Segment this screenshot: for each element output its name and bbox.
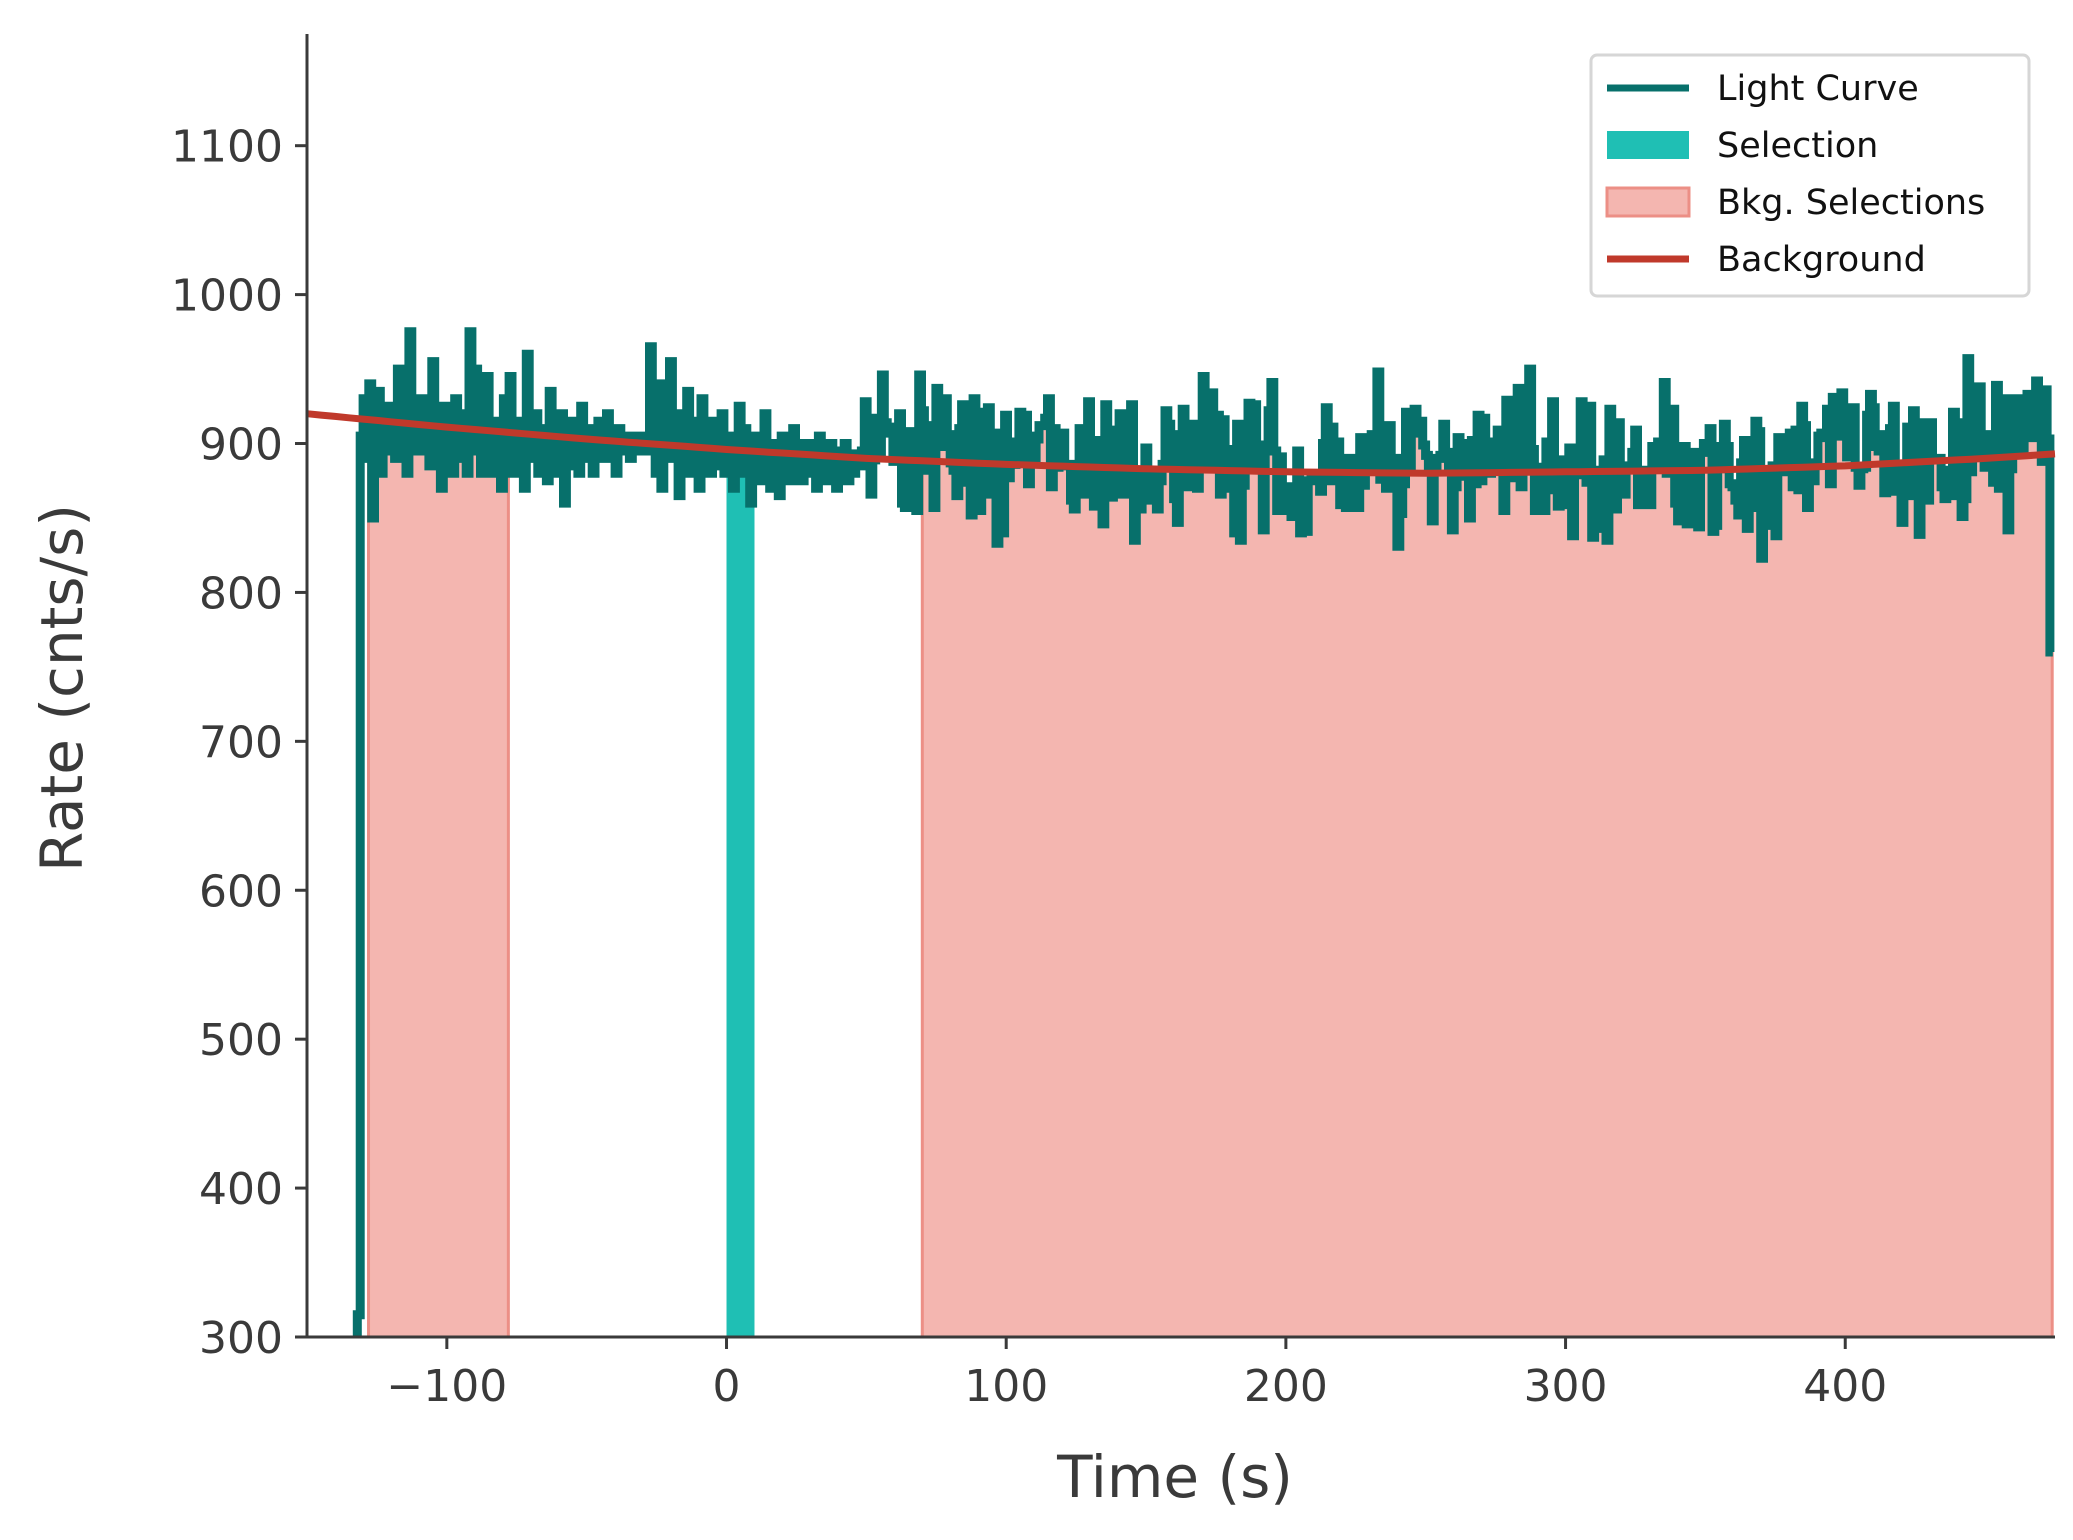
x-tick-label: 300: [1524, 1361, 1608, 1412]
y-tick-label: 700: [199, 717, 283, 768]
y-tick-label: 1100: [171, 122, 283, 173]
x-tick-label: 100: [964, 1361, 1048, 1412]
legend-frame: [1589, 53, 2031, 298]
selection-layer: [726, 406, 755, 1337]
axes: [305, 34, 2055, 1339]
y-tick-label: 400: [199, 1164, 283, 1215]
legend: Light Curve Selection Bkg. Selections Backg…: [1589, 53, 2031, 298]
legend-label-3: Background: [1717, 240, 1926, 280]
y-tick-label: 300: [199, 1313, 283, 1364]
legend-label-2: Bkg. Selections: [1717, 183, 1985, 223]
y-tick-label: 800: [199, 568, 283, 619]
background-fit-layer: [306, 410, 2056, 477]
legend-label-1: Selection: [1717, 126, 1878, 166]
y-axis-label: Rate (cnts/s): [28, 504, 96, 872]
legend-label-0: Light Curve: [1717, 69, 1919, 109]
x-axis-label: Time (s): [1056, 1443, 1293, 1511]
y-tick-label: 600: [199, 866, 283, 917]
y-tick-label: 900: [199, 420, 283, 471]
y-tick-label: 1000: [171, 271, 283, 322]
x-tick-label: 200: [1244, 1361, 1328, 1412]
legend-swatch-1: [1607, 131, 1689, 159]
x-tick-label: −100: [386, 1361, 507, 1412]
legend-swatch-2: [1605, 186, 1691, 218]
selection-region: [726, 406, 755, 1337]
ticks: −100 0 100 200 300 400 300 400 500 600 700 800 900 10…: [171, 122, 1887, 1412]
x-tick-label: 0: [713, 1361, 741, 1412]
y-tick-label: 500: [199, 1015, 283, 1066]
background-fit-series: [306, 410, 2056, 477]
x-tick-label: 400: [1803, 1361, 1887, 1412]
